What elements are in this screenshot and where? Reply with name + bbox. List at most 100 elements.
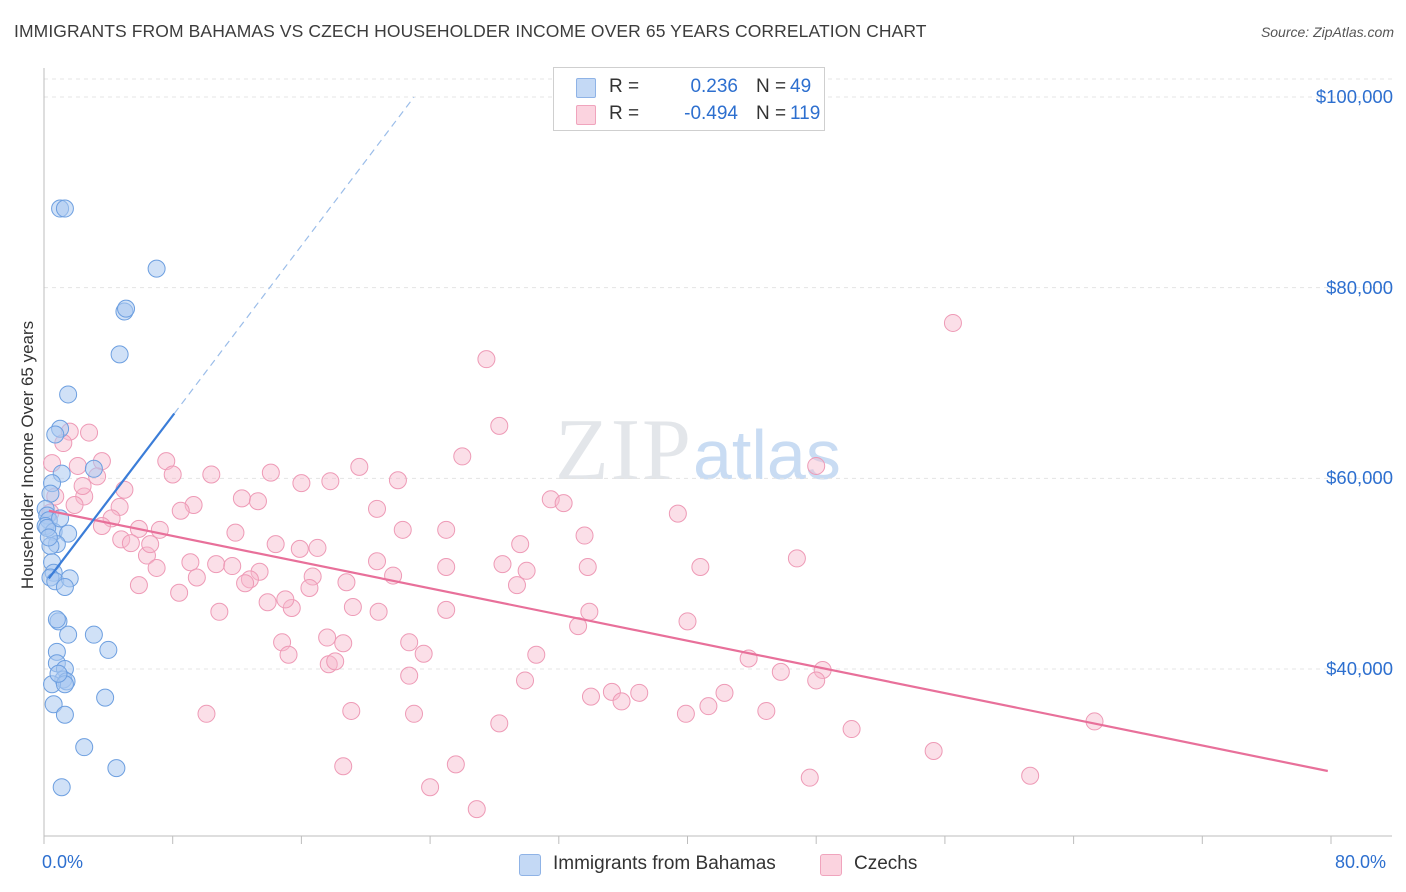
czechs-point — [578, 557, 597, 576]
czechs-point — [421, 778, 440, 797]
bahamas-point — [75, 738, 94, 757]
legend-n-value: 49 — [790, 76, 812, 97]
czechs-point — [187, 568, 206, 587]
czechs-point — [368, 552, 387, 571]
czechs-point — [437, 600, 456, 619]
czechs-point — [150, 520, 169, 539]
czechs-point — [129, 576, 148, 595]
czechs-point — [527, 645, 546, 664]
legend-n-label: N = — [756, 76, 787, 97]
czechs-point — [141, 535, 160, 554]
czechs-point — [112, 530, 131, 549]
czechs-point — [236, 574, 255, 593]
czechs-point — [453, 447, 472, 466]
bahamas-point — [39, 528, 58, 547]
correlation-legend: R = 0.236 N = 49 R = -0.494 N = 119 — [553, 67, 825, 131]
czechs-point — [699, 697, 718, 716]
czechs-point — [197, 704, 216, 723]
trend-lines — [47, 96, 1329, 773]
bahamas-point — [49, 664, 68, 683]
bottom-legend-label-bahamas: Immigrants from Bahamas — [553, 853, 776, 874]
czechs-point — [676, 704, 695, 723]
czechs-point — [73, 476, 92, 495]
bottom-legend-label-czechs: Czechs — [854, 853, 918, 874]
czechs-point — [207, 555, 226, 574]
czechs-point — [943, 313, 962, 332]
czechs-point — [171, 501, 190, 520]
czechs-point — [400, 666, 419, 685]
czechs-point — [554, 494, 573, 513]
czechs-point — [223, 557, 242, 576]
czechs-point — [924, 741, 943, 760]
bahamas-point — [110, 345, 129, 364]
y-tick-label-100000: $100,000 — [1315, 86, 1393, 107]
czechs-point — [147, 558, 166, 577]
czechs-point — [446, 755, 465, 774]
czechs-point — [163, 465, 182, 484]
bottom-legend-swatch-czechs — [820, 854, 842, 876]
czechs-point — [800, 768, 819, 787]
chart-title: IMMIGRANTS FROM BAHAMAS VS CZECH HOUSEHO… — [14, 21, 927, 41]
czechs-point — [210, 602, 229, 621]
czechs-point — [490, 416, 509, 435]
czechs-point — [292, 474, 311, 493]
czechs-point — [369, 602, 388, 621]
czechs-point — [343, 598, 362, 617]
axes — [43, 68, 1392, 844]
czechs-point — [787, 549, 806, 568]
czechs-point — [115, 480, 134, 499]
watermark-atlas: atlas — [693, 416, 841, 494]
czechs-point — [612, 692, 631, 711]
czechs-point — [715, 683, 734, 702]
czechs-point — [668, 504, 687, 523]
czechs-point — [321, 472, 340, 491]
czechs-point — [261, 463, 280, 482]
czechs-point — [405, 704, 424, 723]
bahamas-points — [36, 199, 166, 797]
czechs-point — [290, 539, 309, 558]
czechs-point — [170, 583, 189, 602]
bahamas-trend-extension — [173, 96, 415, 414]
czechs-point — [337, 573, 356, 592]
czechs-point — [437, 557, 456, 576]
y-tick-label-80000: $80,000 — [1326, 277, 1393, 298]
watermark: ZIPatlas — [555, 400, 841, 501]
bahamas-point — [84, 625, 103, 644]
czechs-point — [308, 538, 327, 557]
czechs-trend-line — [48, 509, 1329, 773]
czechs-point — [181, 553, 200, 572]
czechs-point — [414, 644, 433, 663]
czechs-point — [334, 634, 353, 653]
legend-swatch-czechs — [576, 105, 596, 125]
czechs-point — [65, 496, 84, 515]
legend-swatch-bahamas — [576, 78, 596, 98]
legend-r-label: R = — [609, 76, 640, 97]
bahamas-point — [84, 459, 103, 478]
bahamas-point — [59, 625, 78, 644]
legend-n-value: 119 — [790, 103, 821, 124]
czechs-point — [334, 757, 353, 776]
czechs-point — [678, 612, 697, 631]
bahamas-point — [55, 199, 74, 218]
czechs-point — [232, 489, 251, 508]
czechs-point — [68, 456, 87, 475]
czechs-point — [279, 645, 298, 664]
czechs-point — [300, 578, 319, 597]
czechs-point — [602, 682, 621, 701]
czechs-point — [757, 701, 776, 720]
source-label: Source: ZipAtlas.com — [1260, 24, 1394, 40]
bahamas-point — [147, 259, 166, 278]
bahamas-point — [41, 484, 60, 503]
czechs-point — [493, 555, 512, 574]
czechs-point — [580, 602, 599, 621]
czechs-point — [437, 520, 456, 539]
czechs-point — [467, 800, 486, 819]
legend-r-value: -0.494 — [684, 103, 738, 124]
x-tick-label-min: 0.0% — [42, 852, 84, 872]
bahamas-point — [96, 688, 115, 707]
czechs-point — [303, 567, 322, 586]
czechs-point — [368, 499, 387, 518]
legend-r-label: R = — [609, 103, 640, 124]
czechs-point — [137, 546, 156, 565]
